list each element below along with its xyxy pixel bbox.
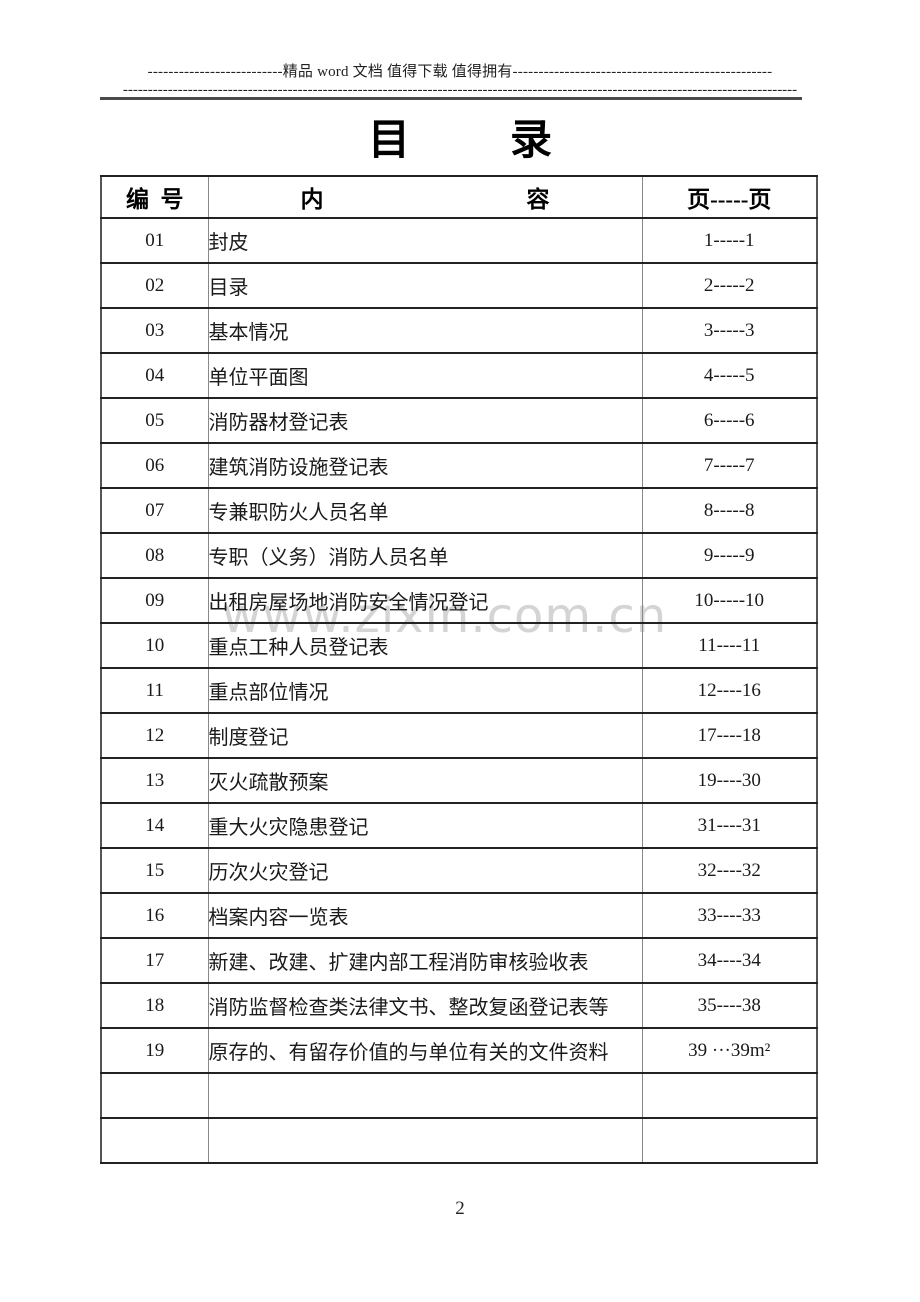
row-content: 目录 (207, 262, 643, 309)
table-row: 19 原存的、有留存价值的与单位有关的文件资料 39 ···39m² (100, 1027, 818, 1074)
row-number: 07 (100, 487, 209, 534)
row-pages: 6-----6 (641, 397, 818, 444)
table-row: 11 重点部位情况 12----16 (100, 667, 818, 714)
row-number: 13 (100, 757, 209, 804)
row-content: 重点部位情况 (207, 667, 643, 714)
table-row: 05 消防器材登记表 6-----6 (100, 397, 818, 444)
row-content: 单位平面图 (207, 352, 643, 399)
toc-table: 编 号 内 容 页-----页 01 封皮 1-----1 02 目录 2---… (100, 175, 818, 1164)
table-row: 16 档案内容一览表 33----33 (100, 892, 818, 939)
table-row: 01 封皮 1-----1 (100, 217, 818, 264)
table-row (100, 1072, 818, 1119)
dashed-divider-line: ----------------------------------------… (122, 82, 798, 98)
row-pages: 19----30 (641, 757, 818, 804)
row-number: 01 (100, 217, 209, 264)
row-pages: 7-----7 (641, 442, 818, 489)
row-pages: 3-----3 (641, 307, 818, 354)
row-pages (641, 1072, 818, 1119)
row-number: 09 (100, 577, 209, 624)
row-content: 重大火灾隐患登记 (207, 802, 643, 849)
row-pages: 1-----1 (641, 217, 818, 264)
row-number: 12 (100, 712, 209, 759)
column-header-content: 内 容 (207, 175, 643, 219)
row-number (100, 1072, 209, 1119)
row-number: 19 (100, 1027, 209, 1074)
row-number: 17 (100, 937, 209, 984)
table-header-row: 编 号 内 容 页-----页 (100, 175, 818, 219)
row-number: 02 (100, 262, 209, 309)
table-row: 17 新建、改建、扩建内部工程消防审核验收表 34----34 (100, 937, 818, 984)
row-number: 05 (100, 397, 209, 444)
row-content: 建筑消防设施登记表 (207, 442, 643, 489)
row-number: 10 (100, 622, 209, 669)
row-content: 灭火疏散预案 (207, 757, 643, 804)
header-rule (100, 97, 802, 100)
row-content: 消防器材登记表 (207, 397, 643, 444)
row-content: 出租房屋场地消防安全情况登记 (207, 577, 643, 624)
row-number: 03 (100, 307, 209, 354)
row-pages: 39 ···39m² (641, 1027, 818, 1074)
table-row: 02 目录 2-----2 (100, 262, 818, 309)
row-content: 专兼职防火人员名单 (207, 487, 643, 534)
row-number (100, 1117, 209, 1164)
row-pages: 33----33 (641, 892, 818, 939)
table-row: 13 灭火疏散预案 19----30 (100, 757, 818, 804)
row-content: 专职（义务）消防人员名单 (207, 532, 643, 579)
row-content: 封皮 (207, 217, 643, 264)
row-pages: 32----32 (641, 847, 818, 894)
column-header-content-right: 容 (526, 187, 550, 212)
row-number: 04 (100, 352, 209, 399)
table-row: 03 基本情况 3-----3 (100, 307, 818, 354)
table-row: 08 专职（义务）消防人员名单 9-----9 (100, 532, 818, 579)
table-row: 15 历次火灾登记 32----32 (100, 847, 818, 894)
column-header-number: 编 号 (100, 175, 209, 219)
page-title: 目 录 (0, 116, 920, 166)
row-pages: 31----31 (641, 802, 818, 849)
row-content: 消防监督检查类法律文书、整改复函登记表等 (207, 982, 643, 1029)
table-row: 04 单位平面图 4-----5 (100, 352, 818, 399)
row-number: 14 (100, 802, 209, 849)
row-pages (641, 1117, 818, 1164)
table-row (100, 1117, 818, 1164)
table-row: 10 重点工种人员登记表 11----11 (100, 622, 818, 669)
row-content: 原存的、有留存价值的与单位有关的文件资料 (207, 1027, 643, 1074)
table-row: 12 制度登记 17----18 (100, 712, 818, 759)
page-title-left-char: 目 (367, 118, 410, 164)
row-pages: 12----16 (641, 667, 818, 714)
column-header-pages: 页-----页 (641, 175, 818, 219)
row-pages: 9-----9 (641, 532, 818, 579)
row-pages: 10-----10 (641, 577, 818, 624)
table-row: 07 专兼职防火人员名单 8-----8 (100, 487, 818, 534)
row-pages: 35----38 (641, 982, 818, 1029)
table-row: 09 出租房屋场地消防安全情况登记 10-----10 (100, 577, 818, 624)
row-content: 新建、改建、扩建内部工程消防审核验收表 (207, 937, 643, 984)
row-pages: 17----18 (641, 712, 818, 759)
row-pages: 4-----5 (641, 352, 818, 399)
row-number: 15 (100, 847, 209, 894)
row-content: 重点工种人员登记表 (207, 622, 643, 669)
page-number: 2 (455, 1198, 465, 1219)
table-row: 14 重大火灾隐患登记 31----31 (100, 802, 818, 849)
row-content (207, 1117, 643, 1164)
column-header-content-left: 内 (300, 187, 324, 212)
row-content: 历次火灾登记 (207, 847, 643, 894)
row-content: 制度登记 (207, 712, 643, 759)
row-pages: 11----11 (641, 622, 818, 669)
row-content: 档案内容一览表 (207, 892, 643, 939)
table-row: 18 消防监督检查类法律文书、整改复函登记表等 35----38 (100, 982, 818, 1029)
row-content (207, 1072, 643, 1119)
row-pages: 34----34 (641, 937, 818, 984)
row-pages: 2-----2 (641, 262, 818, 309)
row-number: 18 (100, 982, 209, 1029)
table-row: 06 建筑消防设施登记表 7-----7 (100, 442, 818, 489)
row-pages: 8-----8 (641, 487, 818, 534)
row-number: 16 (100, 892, 209, 939)
row-number: 11 (100, 667, 209, 714)
row-content: 基本情况 (207, 307, 643, 354)
row-number: 08 (100, 532, 209, 579)
promo-header-line: --------------------------精品 word 文档 值得下… (147, 64, 773, 80)
row-number: 06 (100, 442, 209, 489)
page-title-right-char: 录 (510, 118, 553, 164)
